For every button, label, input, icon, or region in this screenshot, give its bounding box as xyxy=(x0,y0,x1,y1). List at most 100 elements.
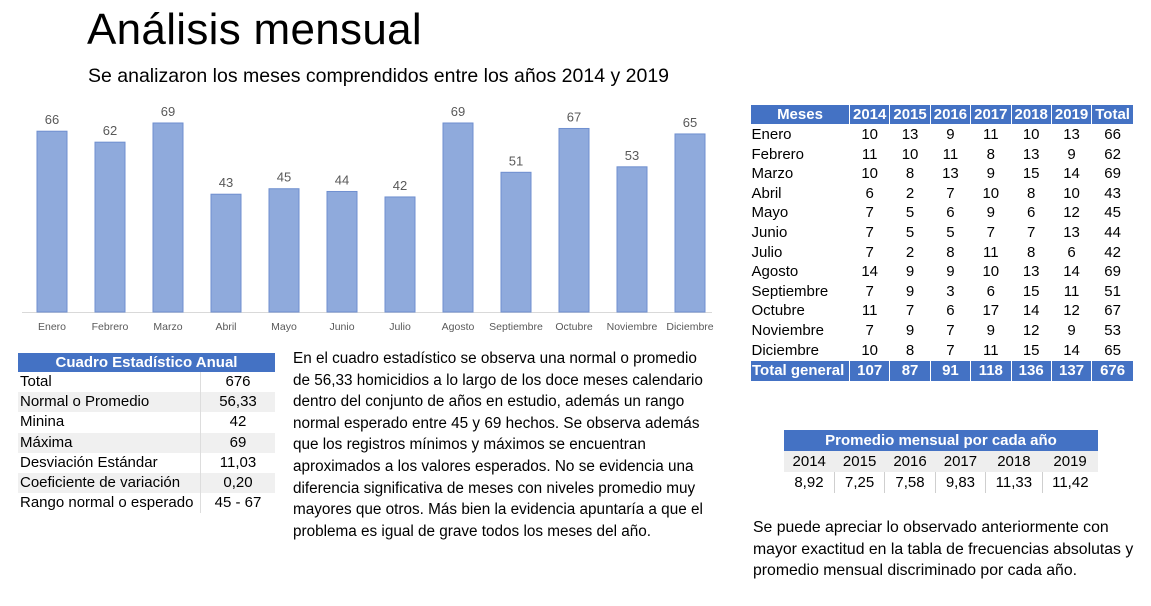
stats-row: Total 676 xyxy=(18,372,275,393)
chart-category-label: Junio xyxy=(329,321,354,333)
table-cell: 14 xyxy=(1063,263,1080,281)
table-cell: 67 xyxy=(1104,302,1121,320)
col-header-2018: 2018 xyxy=(1010,104,1052,125)
table-cell: 12 xyxy=(1063,204,1080,222)
month-label: Marzo xyxy=(751,165,794,183)
table-cell: 8 xyxy=(986,145,995,163)
table-row: Junio 7 5 5 7 7 13 44 xyxy=(751,223,1134,243)
chart-category-label: Abril xyxy=(215,321,236,333)
table-cell: 9 xyxy=(986,321,995,339)
stats-label: Desviación Estándar xyxy=(20,453,158,471)
month-label: Abril xyxy=(751,184,782,202)
chart-data-label: 62 xyxy=(103,123,117,138)
chart-category-label: Mayo xyxy=(271,321,297,333)
total-cell: 91 xyxy=(929,360,972,382)
stats-value: 42 xyxy=(200,412,275,433)
stats-row: Desviación Estándar 11,03 xyxy=(18,452,275,474)
chart-category-label: Octubre xyxy=(555,321,593,333)
stats-row: Rango normal o esperado 45 - 67 xyxy=(18,493,275,514)
month-label: Junio xyxy=(751,223,788,241)
avg-year-cell: 2016 xyxy=(884,451,936,472)
table-cell: 7 xyxy=(905,302,915,320)
table-cell: 9 xyxy=(946,126,955,143)
avg-value-cell: 9,83 xyxy=(934,472,986,493)
chart-bar-septiembre xyxy=(500,171,532,313)
stats-value: 45 - 67 xyxy=(200,493,275,514)
table-cell: 11 xyxy=(861,145,878,163)
table-cell: 7 xyxy=(986,223,995,241)
chart-bar-junio xyxy=(326,190,358,313)
table-cell: 6 xyxy=(865,184,874,202)
table-cell: 10 xyxy=(982,184,1000,202)
total-cell: 137 xyxy=(1050,360,1093,382)
table-cell: 9 xyxy=(1067,321,1076,339)
monthly-bar-chart: 66 Enero 62 Febrero 69 Marzo 43 Abril 45 Mayo 44 Ju… xyxy=(22,104,714,333)
col-header-2016: 2016 xyxy=(929,104,972,125)
table-cell: 10 xyxy=(861,126,879,143)
chart-data-label: 45 xyxy=(277,170,291,185)
chart-category-label: Julio xyxy=(389,321,411,333)
chart-category-label: Septiembre xyxy=(489,321,543,333)
chart-bar-agosto xyxy=(442,122,474,313)
table-cell: 5 xyxy=(905,223,915,241)
table-cell: 9 xyxy=(946,263,955,281)
table-row: Abril 6 2 7 10 8 10 43 xyxy=(751,184,1134,204)
avg-value-cell: 11,42 xyxy=(1041,472,1098,493)
month-label: Octubre xyxy=(751,302,805,320)
stats-label: Rango normal o esperado xyxy=(20,494,194,512)
table-cell: 8 xyxy=(1027,243,1036,261)
table-cell: 14 xyxy=(1063,341,1080,359)
chart-data-label: 51 xyxy=(509,153,523,168)
table-cell: 10 xyxy=(1022,126,1040,143)
stats-table-header: Cuadro Estadístico Anual xyxy=(18,353,275,372)
page-subtitle: Se analizaron los meses comprendidos ent… xyxy=(88,65,670,87)
table-cell: 43 xyxy=(1104,184,1121,202)
table-cell: 7 xyxy=(865,321,874,339)
total-row: Total general 107 87 91 118 136 137 676 xyxy=(750,360,1134,382)
avg-table-header: Promedio mensual por cada año xyxy=(784,430,1098,451)
table-cell: 42 xyxy=(1104,243,1121,261)
month-label: Febrero xyxy=(751,145,805,163)
table-cell: 15 xyxy=(1022,341,1040,359)
chart-category-label: Noviembre xyxy=(607,321,658,333)
table-cell: 13 xyxy=(1022,145,1040,163)
chart-category-label: Agosto xyxy=(442,321,475,333)
stats-value: 56,33 xyxy=(200,392,275,413)
table-cell: 5 xyxy=(905,204,915,222)
chart-data-label: 42 xyxy=(393,178,407,193)
table-cell: 7 xyxy=(946,341,955,359)
table-cell: 13 xyxy=(1063,126,1080,143)
stats-row: Coeficiente de variación 0,20 xyxy=(18,473,275,494)
table-cell: 11 xyxy=(983,341,999,359)
col-header-2014: 2014 xyxy=(848,104,891,125)
table-cell: 7 xyxy=(865,243,874,261)
table-cell: 11 xyxy=(1063,282,1080,300)
table-cell: 2 xyxy=(905,243,915,261)
table-cell: 13 xyxy=(1063,223,1080,241)
table-cell: 13 xyxy=(1022,263,1040,281)
table-cell: 10 xyxy=(861,165,879,183)
table-cell: 44 xyxy=(1104,223,1121,241)
chart-category-label: Febrero xyxy=(92,321,129,333)
month-label: Agosto xyxy=(751,263,799,281)
avg-values-row: 8,92 7,25 7,58 9,83 11,33 11,42 xyxy=(784,472,1098,493)
total-cell: 118 xyxy=(970,360,1012,382)
table-cell: 53 xyxy=(1104,321,1121,339)
table-cell: 14 xyxy=(1022,302,1040,320)
col-header-total: Total xyxy=(1091,104,1134,125)
stats-label: Máxima xyxy=(18,432,201,453)
chart-data-label: 69 xyxy=(451,104,465,119)
chart-category-label: Marzo xyxy=(153,321,182,333)
table-cell: 7 xyxy=(865,204,874,222)
month-label: Septiembre xyxy=(751,282,829,300)
table-cell: 12 xyxy=(1022,321,1040,339)
avg-value-cell: 11,33 xyxy=(985,472,1043,493)
stats-label: Normal o Promedio xyxy=(18,392,201,413)
table-cell: 17 xyxy=(982,302,1000,320)
stats-value: 0,20 xyxy=(200,473,275,494)
total-cell: 107 xyxy=(848,360,891,382)
table-cell: 51 xyxy=(1104,282,1121,300)
table-cell: 9 xyxy=(986,204,995,222)
avg-year-cell: 2019 xyxy=(1042,451,1098,472)
table-cell: 13 xyxy=(901,126,919,143)
